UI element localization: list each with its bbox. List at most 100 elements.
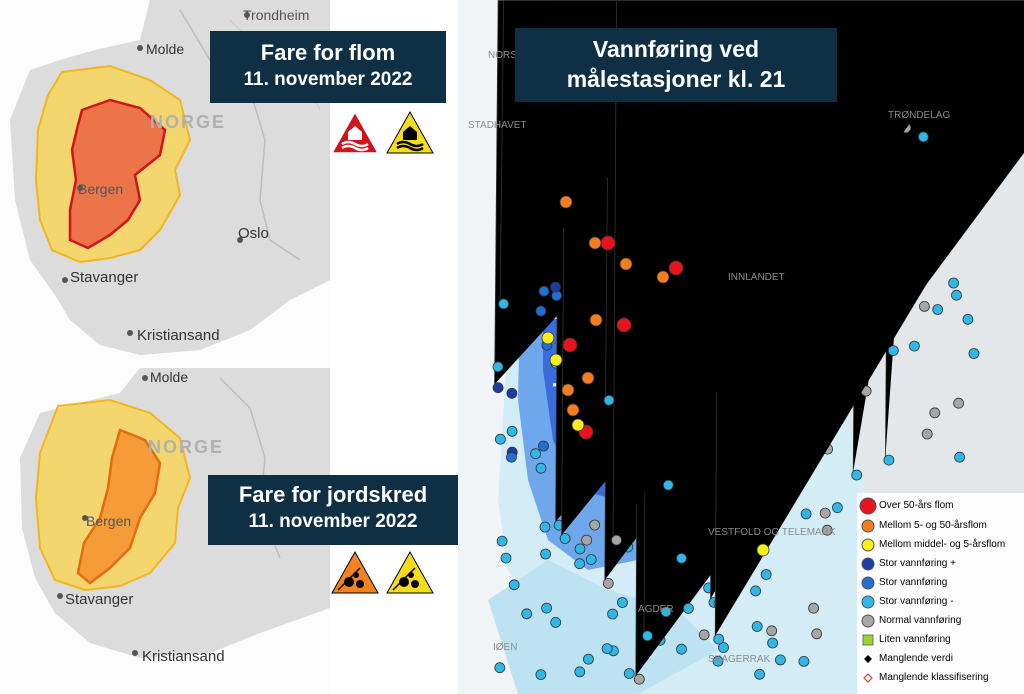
- station-marker: [538, 440, 549, 452]
- station-marker: [582, 653, 594, 665]
- station-marker: [540, 548, 551, 560]
- station-marker: [851, 469, 863, 481]
- station-marker: [574, 666, 586, 678]
- station-marker: [951, 289, 962, 301]
- legend-label: Manglende klassifisering: [879, 672, 989, 683]
- label-skagerrak: SKAGERRAK: [708, 654, 771, 665]
- station-marker: [760, 569, 772, 580]
- city-bergen: Bergen: [78, 181, 123, 197]
- legend-item: Over 50-års flom: [857, 497, 1024, 515]
- station-marker: [754, 668, 766, 680]
- station-marker: [623, 668, 635, 679]
- station-marker: [588, 236, 602, 250]
- station-marker: [619, 257, 633, 271]
- station-marker: [581, 534, 593, 546]
- station-marker: [506, 425, 518, 437]
- flood-date: 11. november 2022: [243, 69, 413, 90]
- station-marker: [562, 337, 578, 353]
- landslide-title-box: Fare for jordskred 11. november 2022: [208, 475, 458, 545]
- station-marker: [559, 195, 573, 209]
- station-marker: [492, 382, 504, 394]
- station-marker: [676, 552, 687, 564]
- station-marker: [676, 643, 687, 655]
- station-marker: [500, 552, 512, 564]
- station-marker: [968, 348, 980, 359]
- label-trondelag: TRØNDELAG: [888, 110, 950, 121]
- label-norge: NORGE: [148, 437, 224, 457]
- station-marker: [948, 277, 960, 289]
- station-marker: [616, 597, 628, 608]
- station-marker: [766, 625, 778, 637]
- station-marker: [921, 428, 933, 440]
- station-marker: [601, 643, 613, 654]
- station-marker: [538, 285, 550, 297]
- stations-title-box: Vannføring ved målestasjoner kl. 21: [515, 28, 837, 102]
- station-marker: [494, 662, 506, 674]
- station-marker: [574, 543, 586, 555]
- label-agder: AGDER: [638, 604, 674, 615]
- station-marker: [506, 451, 517, 463]
- station-marker: [713, 633, 725, 645]
- city-trondheim: Trondheim: [243, 7, 309, 23]
- legend-label: Normal vannføring: [879, 615, 962, 626]
- station-marker: [589, 313, 603, 327]
- flood-red-area: [68, 98, 167, 250]
- station-marker: [607, 608, 619, 620]
- label-norske: NORSK: [488, 50, 524, 61]
- flood-title: Fare for flom: [260, 40, 396, 65]
- station-marker: [541, 602, 552, 614]
- station-marker: [712, 655, 724, 667]
- station-marker: [929, 407, 941, 419]
- legend-label: Manglende verdi: [879, 653, 953, 664]
- landslide-yellow-warning-icon: [386, 550, 434, 594]
- station-marker: [798, 656, 810, 667]
- station-marker: [954, 451, 966, 463]
- legend-label: Stor vannføring: [879, 577, 948, 588]
- legend-label: Liten vannføring: [879, 634, 951, 645]
- station-marker: [750, 585, 762, 597]
- landslide-map-svg: Molde NORGE Bergen Stavanger Kristiansan…: [0, 368, 330, 694]
- station-marker: [682, 603, 694, 614]
- station-marker: [550, 617, 562, 628]
- label-norge: NORGE: [150, 112, 226, 132]
- station-marker: [751, 621, 763, 632]
- station-marker: [495, 433, 506, 445]
- landslide-title: Fare for jordskred: [238, 482, 428, 507]
- station-marker: [508, 579, 520, 591]
- landslide-orange-area: [76, 428, 162, 585]
- station-marker: [571, 418, 585, 432]
- station-marker: [566, 403, 580, 417]
- station-marker: [498, 298, 509, 310]
- station-marker: [887, 345, 899, 357]
- label-joen: IØEN: [493, 642, 517, 653]
- legend-label: Over 50-års flom: [879, 500, 954, 511]
- station-marker: [535, 669, 547, 680]
- legend-item: Stor vannføring: [857, 574, 1024, 592]
- station-marker: [668, 260, 684, 276]
- station-marker: [662, 479, 674, 491]
- station-marker: [932, 304, 944, 315]
- station-marker: [642, 630, 653, 642]
- station-marker: [962, 313, 974, 325]
- station-marker: [821, 524, 833, 536]
- landslide-date: 11. november 2022: [248, 511, 418, 532]
- legend-item: Stor vannføring +: [857, 555, 1024, 573]
- legend-label: Mellom middel- og 5-årsflom: [879, 539, 1006, 550]
- legend-label: Mellom 5- og 50-årsflom: [879, 520, 987, 531]
- station-marker: [506, 387, 518, 399]
- city-stavanger: Stavanger: [65, 591, 133, 608]
- station-marker: [521, 608, 533, 620]
- station-marker: [530, 448, 541, 460]
- legend-item: Manglende verdi: [857, 650, 1024, 668]
- station-marker: [800, 508, 812, 520]
- station-marker: [918, 300, 930, 312]
- station-marker: [811, 628, 823, 640]
- station-marker: [953, 397, 965, 409]
- station-marker: [496, 535, 508, 547]
- flood-red-warning-icon: [330, 110, 380, 154]
- legend-label: Stor vannføring +: [879, 558, 956, 569]
- city-oslo: Oslo: [238, 225, 269, 242]
- label-innlandet: INNLANDET: [728, 272, 785, 283]
- legend-label: Stor vannføring -: [879, 596, 954, 607]
- station-marker: [492, 361, 504, 373]
